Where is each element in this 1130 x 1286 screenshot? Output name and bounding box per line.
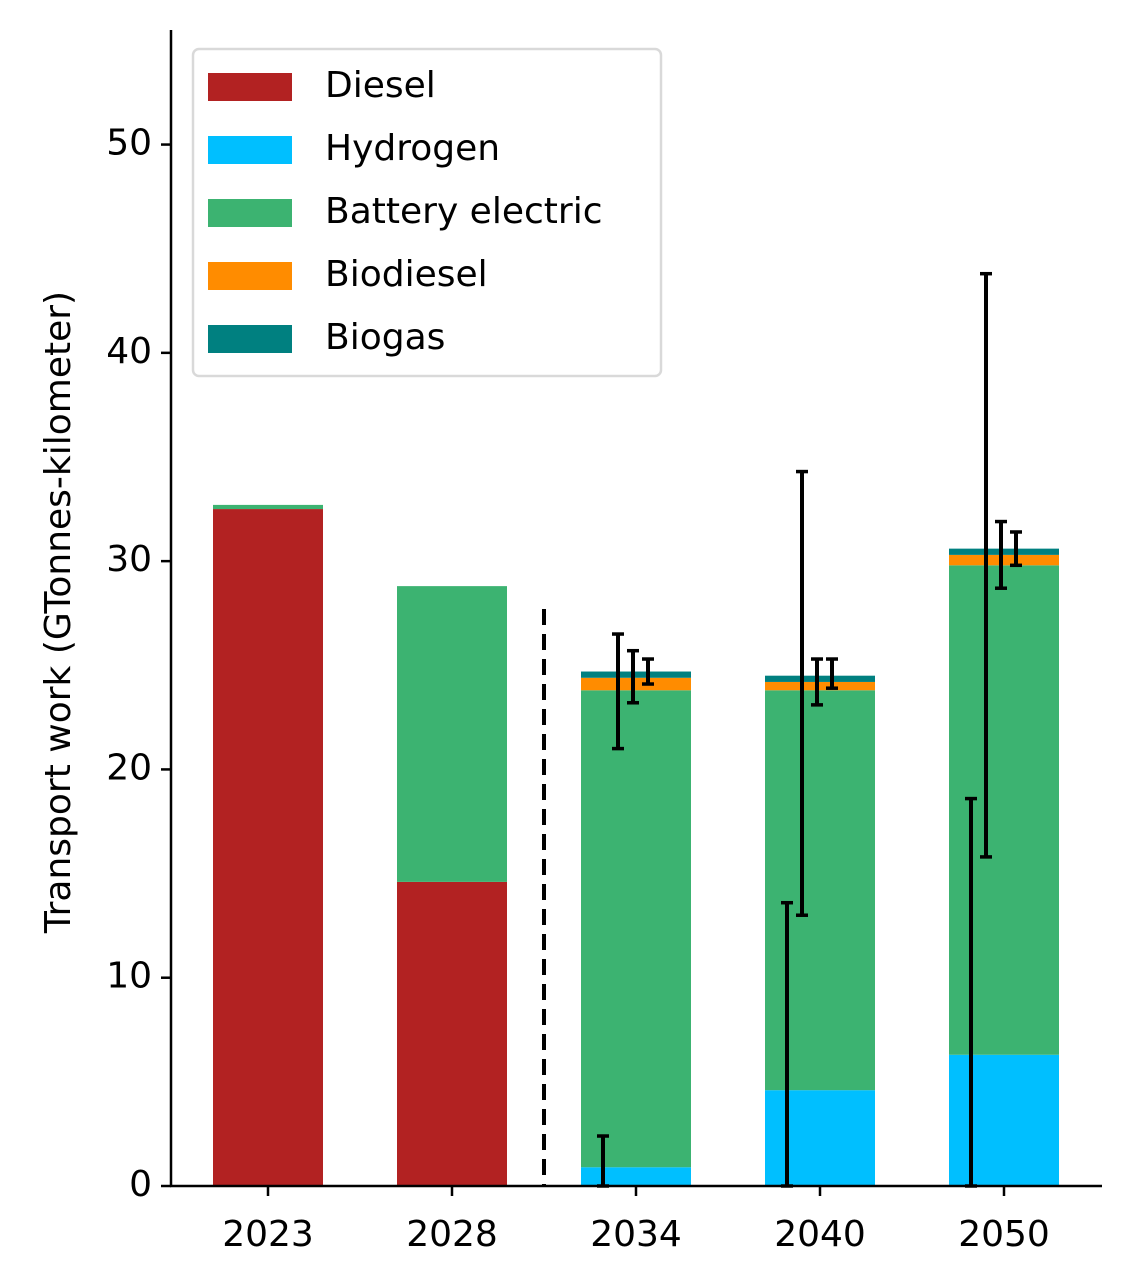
y-tick-label-30: 30 <box>106 539 152 580</box>
legend-label-hydrogen: Hydrogen <box>325 128 500 169</box>
bar-hydrogen-2050 <box>949 1054 1059 1186</box>
bar-battery-electric-2034 <box>581 690 691 1168</box>
y-tick-label-20: 20 <box>106 747 152 788</box>
legend-label-battery-electric: Battery electric <box>325 191 603 232</box>
x-tick-label-2028: 2028 <box>406 1214 498 1255</box>
y-tick-label-0: 0 <box>129 1164 152 1205</box>
legend-swatch-hydrogen <box>208 136 292 164</box>
legend-swatch-biodiesel <box>208 262 292 290</box>
bar-biodiesel-2050 <box>949 554 1059 566</box>
error-bars-layer <box>597 271 1022 1188</box>
bar-diesel-2028 <box>397 881 507 1186</box>
y-tick-label-40: 40 <box>106 331 152 372</box>
legend: Diesel Hydrogen Battery electric Biodiesel B… <box>191 47 663 378</box>
x-tick-label-2023: 2023 <box>222 1214 314 1255</box>
y-ticks: 0 10 20 30 40 50 <box>106 123 171 1205</box>
bar-battery-electric-2028 <box>397 586 507 882</box>
bar-battery-electric-2023 <box>213 504 323 510</box>
x-tick-label-2050: 2050 <box>958 1214 1050 1255</box>
legend-label-biodiesel: Biodiesel <box>325 254 488 295</box>
legend-swatch-biogas <box>208 325 292 353</box>
bar-biogas-2040 <box>765 675 875 682</box>
legend-swatch-battery-electric <box>208 199 292 227</box>
bar-biodiesel-2034 <box>581 677 691 691</box>
legend-frame <box>191 47 663 378</box>
bar-diesel-2023 <box>213 509 323 1186</box>
x-ticks: 2023 2028 2034 2040 2050 <box>222 1186 1050 1255</box>
bar-biogas-2050 <box>949 548 1059 555</box>
bar-biogas-2034 <box>581 671 691 678</box>
legend-label-diesel: Diesel <box>325 65 436 106</box>
x-tick-label-2034: 2034 <box>590 1214 682 1255</box>
y-tick-label-10: 10 <box>106 956 152 997</box>
y-axis-title: Transport work (GTonnes-kilometer) <box>38 291 79 934</box>
bar-hydrogen-2034 <box>581 1167 691 1186</box>
bar-hydrogen-2040 <box>765 1090 875 1186</box>
legend-swatch-diesel <box>208 73 292 101</box>
bar-battery-electric-2050 <box>949 565 1059 1055</box>
bars-layer <box>213 504 1059 1186</box>
x-tick-label-2040: 2040 <box>774 1214 866 1255</box>
bar-biodiesel-2040 <box>765 681 875 691</box>
legend-label-biogas: Biogas <box>325 317 445 358</box>
bar-battery-electric-2040 <box>765 690 875 1091</box>
y-tick-label-50: 50 <box>106 123 152 164</box>
